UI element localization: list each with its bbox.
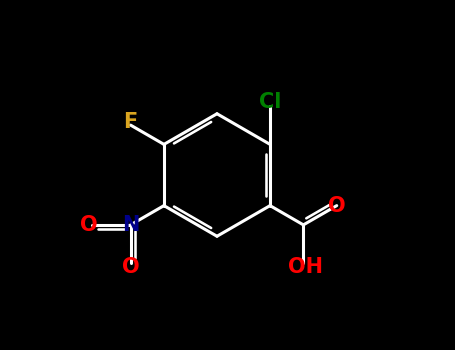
Text: OH: OH bbox=[288, 257, 323, 277]
Text: F: F bbox=[123, 112, 138, 132]
Text: O: O bbox=[80, 215, 97, 235]
Text: O: O bbox=[122, 257, 139, 277]
Text: Cl: Cl bbox=[259, 92, 281, 112]
Text: O: O bbox=[328, 196, 345, 216]
Text: N: N bbox=[122, 215, 139, 235]
